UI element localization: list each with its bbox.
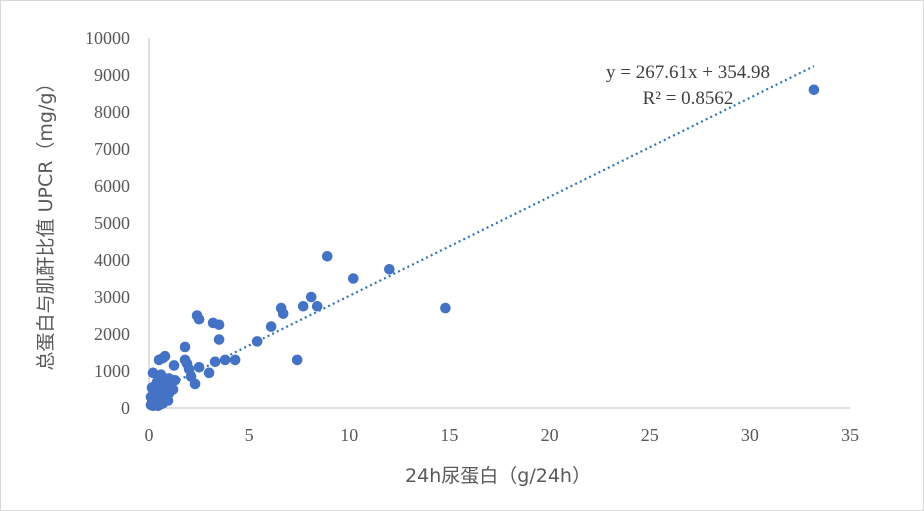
data-point bbox=[147, 367, 159, 379]
data-point bbox=[203, 367, 215, 379]
data-point bbox=[209, 356, 221, 368]
data-point bbox=[251, 336, 263, 347]
data-point bbox=[168, 360, 180, 371]
data-point bbox=[193, 313, 205, 325]
trendline bbox=[150, 65, 815, 395]
y-tick-label: 2000 bbox=[94, 324, 130, 344]
data-point bbox=[291, 354, 303, 366]
trendline-r2: R² = 0.8562 bbox=[643, 88, 734, 109]
trendline-equation: y = 267.61x + 354.98 bbox=[606, 62, 770, 83]
x-tick-label: 5 bbox=[245, 425, 254, 445]
data-point bbox=[146, 382, 158, 393]
y-tick-label: 9000 bbox=[94, 65, 130, 85]
data-points bbox=[145, 84, 820, 412]
x-tick-label: 20 bbox=[541, 425, 559, 445]
data-point bbox=[167, 384, 179, 395]
y-tick-label: 4000 bbox=[94, 250, 130, 270]
y-tick-label: 3000 bbox=[94, 287, 130, 307]
data-point bbox=[305, 291, 317, 303]
y-tick-label: 0 bbox=[121, 398, 130, 418]
data-point bbox=[297, 300, 309, 312]
x-tick-label: 30 bbox=[741, 425, 759, 445]
y-tick-label: 7000 bbox=[94, 139, 130, 159]
data-point bbox=[321, 250, 333, 262]
y-tick-label: 8000 bbox=[94, 102, 130, 122]
y-tick-label: 5000 bbox=[94, 213, 130, 233]
data-point bbox=[229, 354, 241, 366]
data-point bbox=[219, 354, 231, 366]
data-point bbox=[179, 341, 191, 353]
data-point bbox=[159, 350, 171, 362]
data-point bbox=[213, 319, 225, 331]
y-tick-label: 1000 bbox=[94, 361, 130, 381]
y-tick-label: 6000 bbox=[94, 176, 130, 196]
y-axis-title: 总蛋白与肌酐比值 UPCR（mg/g） bbox=[35, 74, 57, 371]
data-point bbox=[311, 300, 323, 312]
data-point bbox=[193, 362, 205, 373]
data-point bbox=[162, 395, 174, 406]
data-point bbox=[808, 84, 820, 96]
data-point bbox=[384, 263, 395, 275]
x-tick-labels: 0 5 10 15 20 25 30 35 bbox=[145, 425, 860, 445]
data-point bbox=[189, 378, 201, 390]
x-axis-title: 24h尿蛋白（g/24h） bbox=[405, 465, 591, 487]
data-point bbox=[347, 273, 359, 284]
data-point bbox=[277, 308, 289, 319]
x-tick-label: 25 bbox=[641, 425, 659, 445]
x-tick-label: 15 bbox=[440, 425, 458, 445]
data-point bbox=[163, 373, 175, 384]
data-point bbox=[265, 321, 277, 332]
data-point bbox=[213, 334, 225, 345]
x-tick-label: 0 bbox=[145, 425, 154, 445]
x-tick-label: 35 bbox=[841, 425, 859, 445]
y-tick-labels: 0 1000 2000 3000 4000 5000 6000 7000 8000 9000 100… bbox=[85, 28, 130, 418]
y-tick-label: 10000 bbox=[85, 28, 130, 48]
data-point bbox=[440, 302, 451, 314]
x-tick-label: 10 bbox=[340, 425, 358, 445]
